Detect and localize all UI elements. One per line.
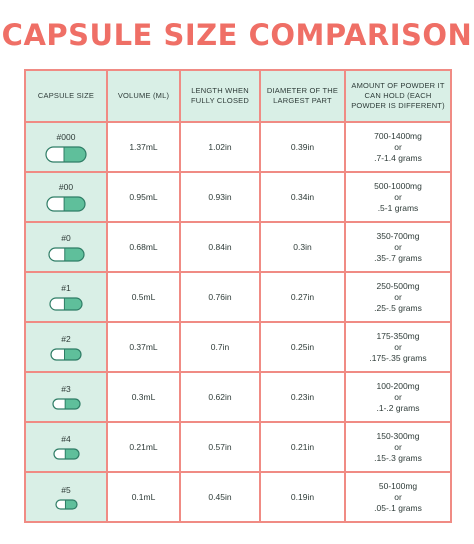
amount-or: or bbox=[394, 391, 402, 402]
diameter-cell: 0.25in bbox=[259, 321, 346, 373]
table-row: #0 0.68mL 0.84in 0.3in 350-700mg or .35-.7 gra… bbox=[24, 221, 452, 273]
capsule-icon bbox=[46, 196, 86, 212]
length-cell: 0.57in bbox=[179, 421, 261, 473]
amount-or: or bbox=[394, 491, 402, 502]
amount-cell: 175-350mg or .175-.35 grams bbox=[344, 321, 452, 373]
amount-mg: 700-1400mg bbox=[374, 130, 422, 141]
capsule-size-cell: #2 bbox=[24, 321, 108, 373]
volume-cell: 0.3mL bbox=[106, 371, 181, 423]
header-capsule-size: CAPSULE SIZE bbox=[24, 69, 108, 123]
amount-or: or bbox=[394, 441, 402, 452]
diameter-cell: 0.39in bbox=[259, 121, 346, 173]
diameter-cell: 0.34in bbox=[259, 171, 346, 223]
length-cell: 0.84in bbox=[179, 221, 261, 273]
amount-grams: .175-.35 grams bbox=[369, 352, 427, 363]
amount-cell: 150-300mg or .15-.3 grams bbox=[344, 421, 452, 473]
length-cell: 1.02in bbox=[179, 121, 261, 173]
length-cell: 0.7in bbox=[179, 321, 261, 373]
amount-grams: .15-.3 grams bbox=[374, 452, 422, 463]
diameter-cell: 0.23in bbox=[259, 371, 346, 423]
diameter-cell: 0.21in bbox=[259, 421, 346, 473]
volume-cell: 0.5mL bbox=[106, 271, 181, 323]
capsule-size-label: #000 bbox=[56, 131, 76, 142]
header-amount: AMOUNT OF POWDER IT CAN HOLD (EACH POWDE… bbox=[344, 69, 452, 123]
amount-mg: 250-500mg bbox=[376, 280, 420, 291]
length-cell: 0.45in bbox=[179, 471, 261, 523]
amount-grams: .25-.5 grams bbox=[374, 302, 422, 313]
table-row: #5 0.1mL 0.45in 0.19in 50-100mg or .05-.1 gram… bbox=[24, 471, 452, 523]
amount-mg: 350-700mg bbox=[376, 230, 420, 241]
capsule-size-label: #5 bbox=[61, 484, 71, 495]
diameter-cell: 0.3in bbox=[259, 221, 346, 273]
header-length: LENGTH WHEN FULLY CLOSED bbox=[179, 69, 261, 123]
amount-or: or bbox=[394, 191, 402, 202]
amount-or: or bbox=[394, 241, 402, 252]
capsule-icon bbox=[45, 145, 87, 163]
table-body: #000 1.37mL 1.02in 0.39in 700-1400mg or .7-1.4… bbox=[24, 121, 452, 523]
capsule-icon bbox=[52, 448, 80, 460]
amount-grams: .1-.2 grams bbox=[376, 402, 420, 413]
amount-cell: 700-1400mg or .7-1.4 grams bbox=[344, 121, 452, 173]
capsule-icon bbox=[49, 297, 83, 311]
capsule-icon bbox=[51, 398, 81, 410]
table-row: #000 1.37mL 1.02in 0.39in 700-1400mg or .7-1.4… bbox=[24, 121, 452, 173]
amount-grams: .05-.1 grams bbox=[374, 502, 422, 513]
volume-cell: 0.95mL bbox=[106, 171, 181, 223]
table-row: #00 0.95mL 0.93in 0.34in 500-1000mg or .5-1 gr… bbox=[24, 171, 452, 223]
capsule-size-cell: #1 bbox=[24, 271, 108, 323]
amount-or: or bbox=[394, 291, 402, 302]
amount-cell: 250-500mg or .25-.5 grams bbox=[344, 271, 452, 323]
capsule-icon bbox=[50, 347, 82, 361]
amount-mg: 100-200mg bbox=[376, 380, 420, 391]
capsule-size-label: #4 bbox=[61, 434, 71, 444]
header-volume: VOLUME (ML) bbox=[106, 69, 181, 123]
capsule-size-cell: #4 bbox=[24, 421, 108, 473]
capsule-icon bbox=[47, 246, 85, 262]
volume-cell: 0.37mL bbox=[106, 321, 181, 373]
amount-cell: 100-200mg or .1-.2 grams bbox=[344, 371, 452, 423]
amount-mg: 150-300mg bbox=[376, 430, 420, 441]
table-row: #4 0.21mL 0.57in 0.21in 150-300mg or .15-.3 gr… bbox=[24, 421, 452, 473]
amount-grams: .5-1 grams bbox=[377, 202, 419, 213]
length-cell: 0.76in bbox=[179, 271, 261, 323]
table-row: #3 0.3mL 0.62in 0.23in 100-200mg or .1-.2 gram… bbox=[24, 371, 452, 423]
capsule-size-label: #1 bbox=[61, 283, 71, 293]
amount-grams: .35-.7 grams bbox=[374, 252, 422, 263]
amount-cell: 500-1000mg or .5-1 grams bbox=[344, 171, 452, 223]
capsule-size-label: #3 bbox=[61, 384, 71, 394]
capsule-size-table: CAPSULE SIZE VOLUME (ML) LENGTH WHEN FUL… bbox=[24, 69, 452, 523]
amount-cell: 50-100mg or .05-.1 grams bbox=[344, 471, 452, 523]
diameter-cell: 0.19in bbox=[259, 471, 346, 523]
length-cell: 0.93in bbox=[179, 171, 261, 223]
volume-cell: 1.37mL bbox=[106, 121, 181, 173]
table-row: #2 0.37mL 0.7in 0.25in 175-350mg or .175-.35 g… bbox=[24, 321, 452, 373]
capsule-size-cell: #0 bbox=[24, 221, 108, 273]
amount-or: or bbox=[394, 341, 402, 352]
table-row: #1 0.5mL 0.76in 0.27in 250-500mg or .25-.5 gra… bbox=[24, 271, 452, 323]
volume-cell: 0.21mL bbox=[106, 421, 181, 473]
capsule-size-cell: #5 bbox=[24, 471, 108, 523]
capsule-size-label: #2 bbox=[61, 333, 71, 344]
amount-mg: 50-100mg bbox=[378, 480, 418, 491]
amount-grams: .7-1.4 grams bbox=[374, 152, 422, 163]
capsule-size-cell: #000 bbox=[24, 121, 108, 173]
capsule-size-label: #0 bbox=[61, 232, 71, 243]
amount-cell: 350-700mg or .35-.7 grams bbox=[344, 221, 452, 273]
volume-cell: 0.1mL bbox=[106, 471, 181, 523]
header-diameter: DIAMETER OF THE LARGEST PART bbox=[259, 69, 346, 123]
volume-cell: 0.68mL bbox=[106, 221, 181, 273]
capsule-size-cell: #3 bbox=[24, 371, 108, 423]
capsule-icon bbox=[54, 498, 78, 510]
length-cell: 0.62in bbox=[179, 371, 261, 423]
diameter-cell: 0.27in bbox=[259, 271, 346, 323]
capsule-size-label: #00 bbox=[58, 182, 74, 192]
amount-mg: 500-1000mg bbox=[374, 180, 422, 191]
amount-mg: 175-350mg bbox=[376, 330, 420, 341]
table-header-row: CAPSULE SIZE VOLUME (ML) LENGTH WHEN FUL… bbox=[24, 69, 452, 123]
page-title: CAPSULE SIZE COMPARISON bbox=[1, 18, 473, 52]
capsule-size-cell: #00 bbox=[24, 171, 108, 223]
amount-or: or bbox=[394, 141, 402, 152]
